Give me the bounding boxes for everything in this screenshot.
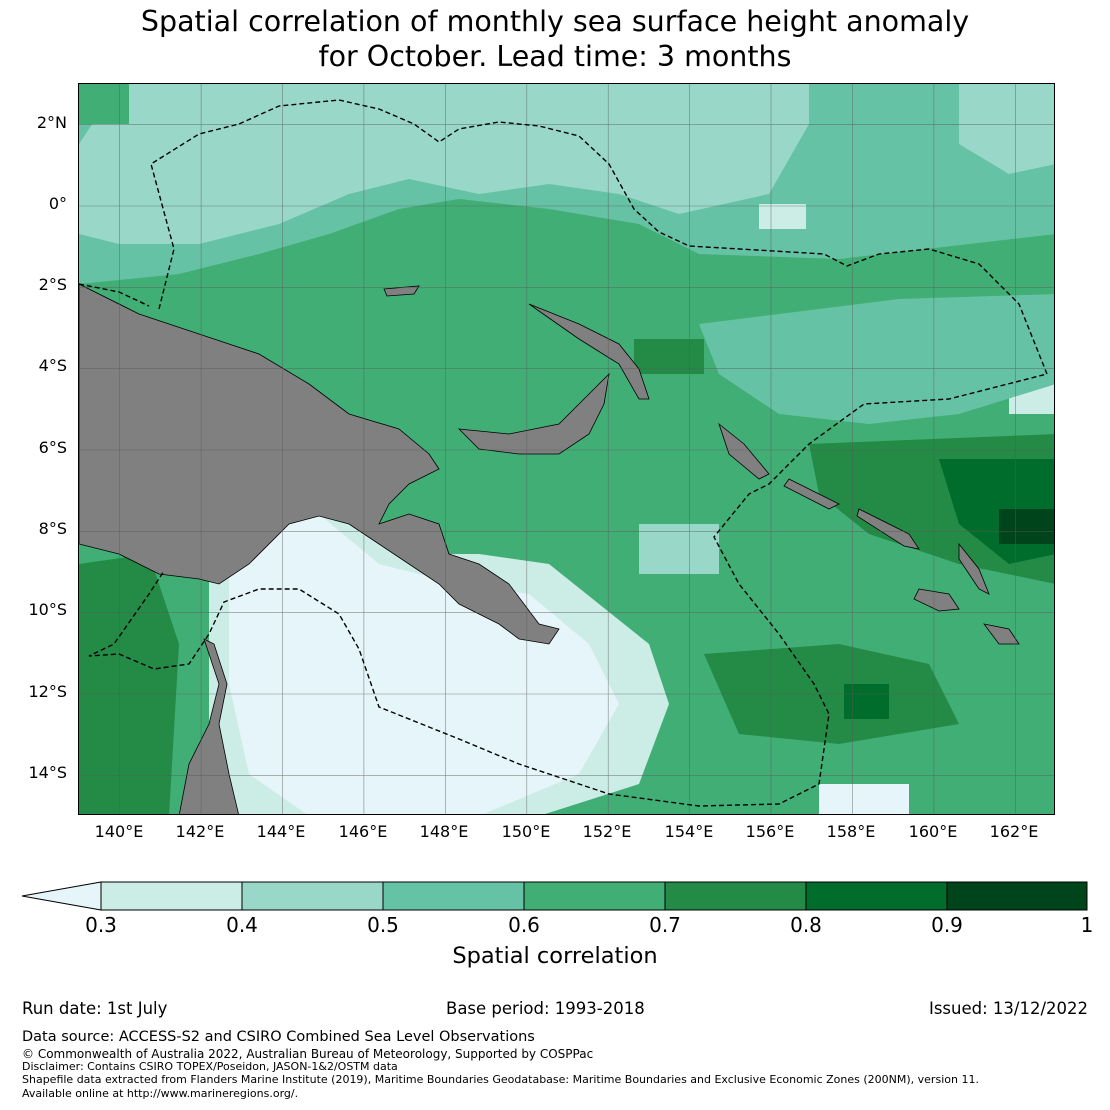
field-band-east xyxy=(699,294,1054,424)
land-bougainville xyxy=(718,422,770,480)
colorbar-label: Spatial correlation xyxy=(452,943,658,969)
colorbar-tick: 0.8 xyxy=(790,913,822,937)
lon-tick: 150°E xyxy=(501,822,551,841)
land-solomon-1 xyxy=(783,478,840,510)
lon-tick: 156°E xyxy=(745,822,795,841)
colorbar-bin xyxy=(805,881,948,911)
colorbar-bin xyxy=(382,881,525,911)
colorbar xyxy=(21,881,1088,911)
correlation-map xyxy=(79,84,1054,814)
colorbar-tick: 0.5 xyxy=(367,913,399,937)
lon-tick: 160°E xyxy=(908,822,958,841)
lon-tick: 142°E xyxy=(175,822,225,841)
field-patch-central xyxy=(634,339,704,374)
field-patch-south-pale xyxy=(819,784,909,814)
colorbar-bin xyxy=(664,881,807,911)
colorbar-tick: 0.4 xyxy=(226,913,258,937)
lat-tick: 8°S xyxy=(38,519,67,538)
title-line-1: Spatial correlation of monthly sea surfa… xyxy=(140,5,970,38)
disclaimer: Disclaimer: Contains CSIRO TOPEX/Poseido… xyxy=(22,1060,398,1073)
colorbar-bin xyxy=(946,881,1088,911)
field-patch-mid-light xyxy=(639,524,719,574)
lon-tick: 158°E xyxy=(826,822,876,841)
colorbar-tick: 0.7 xyxy=(649,913,681,937)
field-patch-ne-pale xyxy=(759,204,806,229)
colorbar-tick: 1 xyxy=(1080,913,1094,937)
issued-date: Issued: 13/12/2022 xyxy=(928,999,1088,1018)
field-core-max xyxy=(999,509,1054,544)
map-panel xyxy=(78,83,1055,815)
land-new-ireland xyxy=(528,303,650,400)
lat-tick: 2°S xyxy=(38,275,67,294)
base-period: Base period: 1993-2018 xyxy=(446,999,645,1018)
land-guadalcanal xyxy=(913,588,960,612)
field-patch-south-east-core xyxy=(844,684,889,719)
lat-tick: 2°N xyxy=(36,113,67,132)
lon-tick: 154°E xyxy=(664,822,714,841)
copyright: © Commonwealth of Australia 2022, Austra… xyxy=(22,1047,594,1061)
eez-boundaries xyxy=(79,99,1048,807)
field-band-north-light xyxy=(79,84,809,244)
field-patch-west xyxy=(79,554,179,814)
field-patch-ne xyxy=(959,84,1054,174)
gridlines xyxy=(79,84,1054,814)
colorbar-bin xyxy=(241,881,384,911)
field-patch-nw xyxy=(79,84,129,124)
colorbar-tick: 0.3 xyxy=(85,913,117,937)
land-new-britain xyxy=(457,372,610,455)
colorbar-segments xyxy=(100,881,1088,911)
lon-tick: 146°E xyxy=(338,822,388,841)
colorbar-extend-min xyxy=(21,881,102,911)
lon-tick: 140°E xyxy=(94,822,144,841)
map-title: Spatial correlation of monthly sea surfa… xyxy=(0,4,1110,74)
lon-tick: 148°E xyxy=(419,822,469,841)
land-solomon-2 xyxy=(856,508,920,550)
colorbar-bin xyxy=(100,881,243,911)
title-line-2: for October. Lead time: 3 months xyxy=(318,40,792,73)
land-new-guinea xyxy=(79,283,560,645)
land-makira xyxy=(983,623,1020,645)
land-cape-york xyxy=(178,638,239,814)
lat-tick: 12°S xyxy=(28,682,67,701)
shapefile-credit: Shapefile data extracted from Flanders M… xyxy=(22,1073,979,1086)
colorbar-tick: 0.6 xyxy=(508,913,540,937)
data-source: Data source: ACCESS-S2 and CSIRO Combine… xyxy=(22,1029,535,1045)
lat-tick: 6°S xyxy=(38,438,67,457)
field-below-threshold xyxy=(229,514,619,814)
lat-tick: 0° xyxy=(48,194,67,213)
lon-tick: 152°E xyxy=(582,822,632,841)
colorbar-tick: 0.9 xyxy=(931,913,963,937)
lon-tick: 144°E xyxy=(256,822,306,841)
run-date: Run date: 1st July xyxy=(22,999,168,1018)
lon-tick: 162°E xyxy=(989,822,1039,841)
colorbar-bin xyxy=(523,881,666,911)
lat-tick: 14°S xyxy=(28,763,67,782)
land-malaita xyxy=(958,542,990,595)
lat-tick: 4°S xyxy=(38,356,67,375)
marineregions-link: Available online at http://www.marinereg… xyxy=(22,1087,299,1100)
lat-tick: 10°S xyxy=(28,600,67,619)
